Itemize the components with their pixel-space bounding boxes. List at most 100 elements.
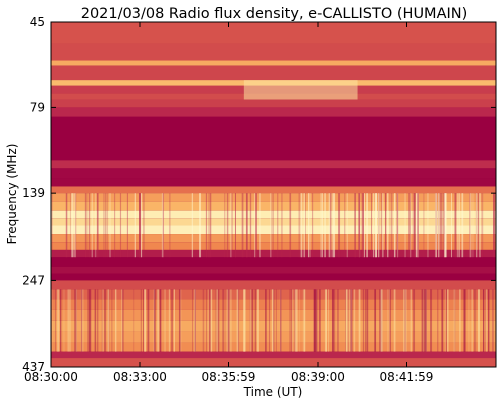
texture-streak <box>269 289 271 352</box>
texture-streak <box>350 289 353 352</box>
texture-streak <box>81 289 84 352</box>
texture-streak <box>389 193 391 258</box>
texture-streak <box>308 193 310 258</box>
texture-streak <box>472 193 474 258</box>
texture-streak <box>353 289 355 352</box>
texture-streak <box>103 193 105 258</box>
texture-streak <box>455 193 457 258</box>
texture-streak <box>289 289 291 352</box>
texture-streak <box>74 193 76 258</box>
frequency-band <box>51 309 496 321</box>
texture-streak <box>463 289 466 352</box>
texture-streak <box>105 289 107 352</box>
texture-streak <box>256 289 259 352</box>
texture-streak <box>75 289 77 352</box>
texture-streak <box>69 289 72 352</box>
texture-streak <box>105 193 107 258</box>
texture-streak <box>265 289 267 352</box>
y-tick-label: 247 <box>22 273 45 287</box>
frequency-band <box>51 266 496 274</box>
texture-streak <box>104 289 106 352</box>
texture-streak <box>216 289 219 352</box>
texture-streak <box>302 289 305 352</box>
texture-streak <box>367 289 369 352</box>
texture-streak <box>244 289 246 352</box>
texture-streak <box>461 193 464 258</box>
texture-streak <box>259 193 261 258</box>
frequency-band <box>51 116 496 161</box>
texture-streak <box>180 289 182 352</box>
texture-streak <box>74 289 76 352</box>
frequency-band <box>51 289 496 300</box>
frequency-band <box>51 210 496 219</box>
texture-streak <box>338 193 341 258</box>
x-tick-label: 08:39:00 <box>291 370 345 384</box>
texture-streak <box>290 289 293 352</box>
frequency-band <box>51 299 496 310</box>
texture-streak <box>314 289 316 352</box>
texture-streak <box>321 193 323 258</box>
texture-streak <box>111 289 113 352</box>
texture-streak <box>298 193 301 258</box>
texture-streak <box>96 193 99 258</box>
x-tick-label: 08:30:00 <box>24 370 78 384</box>
texture-streak <box>192 289 193 352</box>
texture-streak <box>143 289 144 352</box>
texture-streak <box>147 289 150 352</box>
texture-streak <box>249 289 252 352</box>
texture-streak <box>361 193 364 258</box>
texture-streak <box>257 289 259 352</box>
frequency-band <box>51 160 496 169</box>
texture-streak <box>385 193 387 258</box>
texture-streak <box>430 289 433 352</box>
texture-streak <box>161 193 164 258</box>
texture-streak <box>387 193 389 258</box>
texture-streak <box>75 193 77 258</box>
texture-streak <box>488 289 490 352</box>
x-tick-label: 08:41:59 <box>380 370 434 384</box>
texture-streak <box>375 193 378 258</box>
frequency-band <box>51 320 496 332</box>
texture-streak <box>270 193 272 258</box>
frequency-band <box>51 178 496 187</box>
x-tick-label: 08:35:59 <box>202 370 256 384</box>
texture-streak <box>461 193 463 258</box>
texture-streak <box>459 289 461 352</box>
texture-streak <box>372 193 374 258</box>
texture-streak <box>450 193 452 258</box>
texture-streak <box>331 193 333 258</box>
texture-streak <box>277 193 279 258</box>
texture-streak <box>389 289 390 352</box>
texture-streak <box>363 193 365 258</box>
texture-streak <box>479 193 481 258</box>
texture-streak <box>363 193 365 258</box>
texture-streak <box>249 289 251 352</box>
texture-streak <box>441 193 443 258</box>
texture-streak <box>215 289 217 352</box>
texture-streak <box>362 193 365 258</box>
texture-streak <box>289 193 292 258</box>
texture-streak <box>394 193 396 258</box>
texture-streak <box>51 289 53 352</box>
texture-streak <box>354 193 356 258</box>
texture-streak <box>351 289 353 352</box>
texture-streak <box>469 193 472 258</box>
texture-streak <box>437 289 439 352</box>
y-tick-label: 79 <box>30 100 45 114</box>
texture-streak <box>493 193 495 258</box>
texture-streak <box>313 289 316 352</box>
texture-streak <box>445 193 447 258</box>
texture-streak <box>294 289 297 352</box>
texture-streak <box>88 193 91 258</box>
texture-streak <box>108 289 110 352</box>
texture-streak <box>312 193 314 258</box>
texture-streak <box>347 289 349 352</box>
texture-streak <box>254 289 257 352</box>
texture-streak <box>334 193 336 258</box>
x-tick-label: 08:33:00 <box>113 370 167 384</box>
texture-streak <box>126 193 128 258</box>
texture-streak <box>207 289 210 352</box>
texture-streak <box>359 193 361 258</box>
texture-streak <box>366 193 368 258</box>
texture-streak <box>255 193 257 258</box>
